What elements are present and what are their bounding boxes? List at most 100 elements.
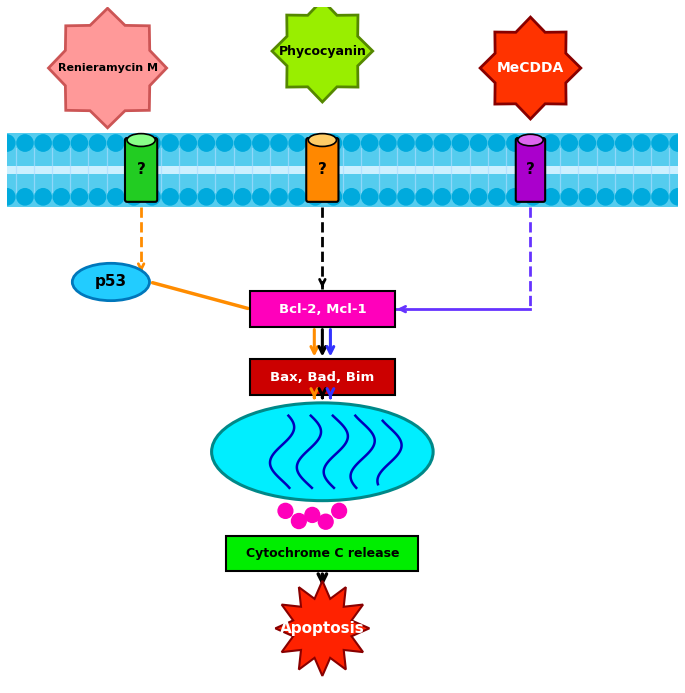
FancyBboxPatch shape [226, 536, 419, 571]
Circle shape [235, 135, 251, 151]
Circle shape [0, 188, 15, 205]
Circle shape [199, 135, 214, 151]
Circle shape [126, 135, 142, 151]
Polygon shape [480, 17, 581, 119]
Circle shape [308, 135, 323, 151]
Circle shape [90, 135, 105, 151]
Circle shape [71, 135, 88, 151]
Circle shape [471, 188, 486, 205]
FancyBboxPatch shape [250, 359, 395, 396]
Circle shape [543, 188, 559, 205]
Circle shape [308, 188, 323, 205]
Text: Cytochrome C release: Cytochrome C release [246, 547, 399, 560]
Ellipse shape [308, 134, 336, 146]
Circle shape [144, 135, 160, 151]
Circle shape [561, 135, 577, 151]
Circle shape [35, 135, 51, 151]
Circle shape [289, 135, 306, 151]
Text: MeCDDA: MeCDDA [497, 61, 564, 75]
Polygon shape [272, 0, 373, 102]
Circle shape [597, 188, 614, 205]
Circle shape [126, 188, 142, 205]
Circle shape [362, 135, 377, 151]
Circle shape [616, 135, 632, 151]
Circle shape [416, 135, 432, 151]
Circle shape [271, 135, 287, 151]
Text: p53: p53 [95, 274, 127, 290]
Circle shape [452, 188, 469, 205]
Circle shape [543, 135, 559, 151]
Circle shape [471, 135, 486, 151]
Circle shape [292, 514, 306, 529]
Circle shape [144, 188, 160, 205]
Circle shape [398, 188, 414, 205]
Circle shape [634, 188, 650, 205]
Circle shape [343, 135, 360, 151]
Text: Bax, Bad, Bim: Bax, Bad, Bim [271, 371, 375, 383]
Circle shape [0, 135, 15, 151]
Circle shape [17, 188, 33, 205]
Circle shape [53, 135, 69, 151]
Circle shape [525, 135, 541, 151]
Circle shape [180, 188, 197, 205]
FancyBboxPatch shape [125, 138, 158, 202]
Circle shape [379, 135, 396, 151]
Circle shape [17, 135, 33, 151]
Polygon shape [49, 8, 166, 128]
Circle shape [253, 135, 269, 151]
Circle shape [271, 188, 287, 205]
Circle shape [108, 188, 124, 205]
Circle shape [652, 135, 668, 151]
Text: ?: ? [318, 162, 327, 177]
Circle shape [434, 135, 450, 151]
Circle shape [35, 188, 51, 205]
Text: Bcl-2, Mcl-1: Bcl-2, Mcl-1 [279, 303, 366, 315]
Polygon shape [275, 581, 369, 676]
Circle shape [379, 188, 396, 205]
Text: Renieramycin M: Renieramycin M [58, 63, 158, 73]
Ellipse shape [73, 263, 149, 301]
Circle shape [278, 503, 292, 518]
Ellipse shape [212, 403, 433, 500]
Circle shape [180, 135, 197, 151]
FancyBboxPatch shape [516, 138, 545, 202]
Circle shape [199, 188, 214, 205]
Circle shape [507, 135, 523, 151]
Circle shape [634, 135, 650, 151]
Text: Apoptosis: Apoptosis [280, 621, 364, 636]
Circle shape [325, 188, 342, 205]
Text: ?: ? [137, 162, 145, 177]
Circle shape [216, 135, 233, 151]
Circle shape [162, 135, 178, 151]
Circle shape [488, 188, 505, 205]
Circle shape [416, 188, 432, 205]
Circle shape [162, 188, 178, 205]
Circle shape [289, 188, 306, 205]
Circle shape [561, 188, 577, 205]
Circle shape [325, 135, 342, 151]
Circle shape [235, 188, 251, 205]
Circle shape [452, 135, 469, 151]
Circle shape [216, 188, 233, 205]
Text: ?: ? [526, 162, 535, 177]
Circle shape [580, 135, 595, 151]
FancyBboxPatch shape [7, 166, 678, 174]
Circle shape [253, 188, 269, 205]
Circle shape [343, 188, 360, 205]
Circle shape [670, 135, 685, 151]
Circle shape [53, 188, 69, 205]
FancyBboxPatch shape [7, 132, 678, 166]
Circle shape [652, 188, 668, 205]
Circle shape [332, 503, 347, 518]
Circle shape [580, 188, 595, 205]
Circle shape [90, 188, 105, 205]
FancyBboxPatch shape [7, 174, 678, 207]
FancyBboxPatch shape [306, 138, 338, 202]
Text: Phycocyanin: Phycocyanin [278, 44, 366, 58]
Circle shape [319, 514, 333, 529]
Ellipse shape [518, 134, 543, 146]
Circle shape [362, 188, 377, 205]
Circle shape [108, 135, 124, 151]
Ellipse shape [127, 134, 155, 146]
FancyBboxPatch shape [250, 291, 395, 328]
